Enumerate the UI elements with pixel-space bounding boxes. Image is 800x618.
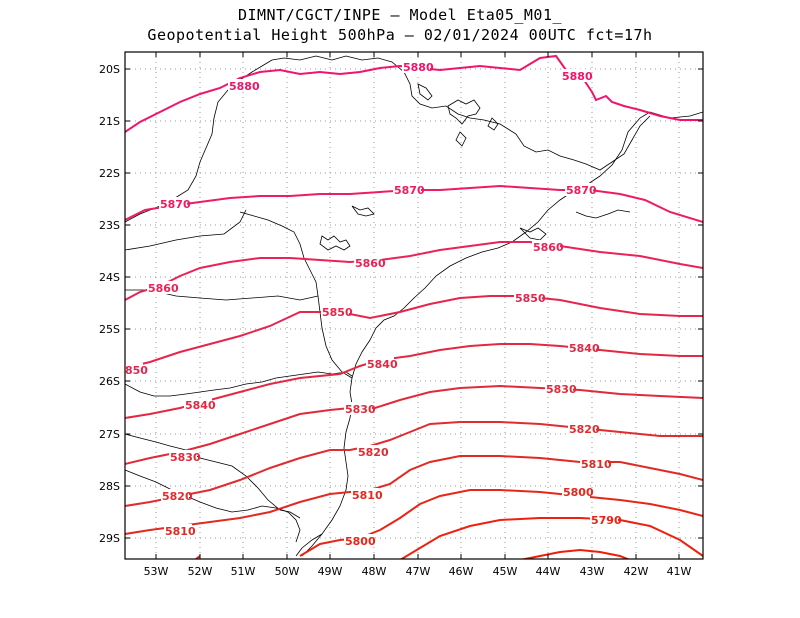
contour-label: 5880 bbox=[229, 80, 260, 93]
contour-label: 5870 bbox=[160, 198, 191, 211]
lat-label: 25S bbox=[99, 323, 120, 336]
lon-label: 46W bbox=[449, 565, 474, 578]
lat-label: 26S bbox=[99, 375, 120, 388]
contour-label: 850 bbox=[125, 364, 148, 377]
contour-5830 bbox=[125, 384, 703, 465]
lat-label: 22S bbox=[99, 167, 120, 180]
lon-label: 41W bbox=[667, 565, 692, 578]
lat-label: 29S bbox=[99, 532, 120, 545]
contour-label: 5800 bbox=[345, 535, 376, 548]
lon-label: 44W bbox=[536, 565, 561, 578]
contour-label: 5860 bbox=[533, 241, 564, 254]
longitude-labels: 53W 52W 51W 50W 49W 48W 47W 46W 45W 44W … bbox=[144, 565, 692, 578]
lat-label: 20S bbox=[99, 63, 120, 76]
graticule bbox=[125, 52, 703, 559]
contour-label: 5790 bbox=[591, 514, 622, 527]
contour-label: 5840 bbox=[185, 399, 216, 412]
contour-label: 5820 bbox=[358, 446, 389, 459]
contour-label: 5810 bbox=[581, 458, 612, 471]
contour-label: 5850 bbox=[515, 292, 546, 305]
contour-label: 5860 bbox=[148, 282, 179, 295]
lat-label: 28S bbox=[99, 480, 120, 493]
map-title-line2: Geopotential Height 500hPa – 02/01/2024 … bbox=[147, 26, 653, 44]
map-frame bbox=[124, 51, 704, 560]
contour-label: 5880 bbox=[403, 61, 434, 74]
lat-label: 27S bbox=[99, 428, 120, 441]
lon-label: 43W bbox=[580, 565, 605, 578]
contour-5780 bbox=[519, 548, 631, 559]
lon-label: 49W bbox=[318, 565, 343, 578]
contour-label: 5810 bbox=[165, 525, 196, 538]
latitude-labels: 20S 21S 22S 23S 24S 25S 26S 27S 28S 29S bbox=[99, 63, 120, 545]
contour-label: 5820 bbox=[569, 423, 600, 436]
contour-labels: 5880 5880 5880 5870 5870 5870 5860 5860 … bbox=[125, 60, 622, 548]
contour-label: 5830 bbox=[345, 403, 376, 416]
contour-label: 5870 bbox=[394, 184, 425, 197]
tick-marks bbox=[125, 52, 703, 559]
contour-5850 bbox=[125, 295, 703, 369]
coastline-and-borders bbox=[125, 55, 703, 557]
contour-label: 5830 bbox=[546, 383, 577, 396]
lat-label: 24S bbox=[99, 271, 120, 284]
contour-label: 5830 bbox=[170, 451, 201, 464]
contour-label: 5870 bbox=[566, 184, 597, 197]
contour-label: 5820 bbox=[162, 490, 193, 503]
contour-label: 5880 bbox=[562, 70, 593, 83]
contour-label: 5840 bbox=[569, 342, 600, 355]
lon-label: 50W bbox=[275, 565, 300, 578]
lon-label: 47W bbox=[406, 565, 431, 578]
contour-5790 bbox=[399, 517, 703, 559]
contour-label: 5860 bbox=[355, 257, 386, 270]
lon-label: 51W bbox=[231, 565, 256, 578]
lon-label: 48W bbox=[362, 565, 387, 578]
lat-label: 23S bbox=[99, 219, 120, 232]
contour-5860 bbox=[125, 241, 703, 301]
lon-label: 42W bbox=[624, 565, 649, 578]
contour-label: 5810 bbox=[352, 489, 383, 502]
contour-label: 5850 bbox=[322, 306, 353, 319]
height-contours bbox=[125, 54, 703, 559]
contour-label: 5800 bbox=[563, 486, 594, 499]
map-title-line1: DIMNT/CGCT/INPE – Model Eta05_M01_ bbox=[237, 6, 563, 24]
contour-label: 5840 bbox=[367, 358, 398, 371]
lon-label: 45W bbox=[493, 565, 518, 578]
lon-label: 53W bbox=[144, 565, 169, 578]
lon-label: 52W bbox=[188, 565, 213, 578]
contour-5820 bbox=[125, 421, 703, 507]
lat-label: 21S bbox=[99, 115, 120, 128]
